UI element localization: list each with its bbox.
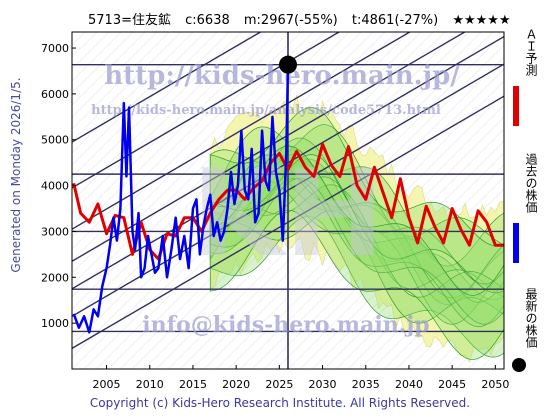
y-tick-label: 3000 xyxy=(41,225,69,238)
code-name: 5713=住友鉱 xyxy=(88,13,171,28)
bg-hatch-line xyxy=(0,32,13,369)
legend-swatch-ai xyxy=(513,86,519,126)
legend-label-ai: ＡＩ予測 xyxy=(524,28,538,76)
legend-item-ai: ＡＩ予測 xyxy=(512,28,552,128)
bg-hatch-line xyxy=(72,32,326,286)
bg-hatch-line xyxy=(72,32,230,190)
watermark-logo: KH xyxy=(191,145,384,284)
bg-hatch-line xyxy=(72,32,134,94)
bg-hatch-line xyxy=(72,32,254,214)
bg-hatch-line xyxy=(72,32,338,298)
legend-label-past: 過去の株価 xyxy=(524,153,538,213)
bg-hatch-line xyxy=(311,176,504,369)
bg-hatch-line xyxy=(72,32,158,118)
bg-hatch-line xyxy=(552,32,560,369)
x-tick-label: 2025 xyxy=(265,378,293,391)
legend-label-latest: 最新の株価 xyxy=(524,288,538,348)
x-tick-label: 2050 xyxy=(481,378,509,391)
plot-frame xyxy=(71,31,505,370)
x-tick-label: 2010 xyxy=(136,378,164,391)
bg-hatch-line xyxy=(0,32,25,369)
legend: ＡＩ予測 過去の株価 最新の株価 xyxy=(512,28,552,378)
bg-hatch-line xyxy=(299,164,504,369)
bg-hatch-line xyxy=(287,152,504,369)
channel-line xyxy=(72,32,262,143)
y-tick-label: 6000 xyxy=(41,88,69,101)
bg-hatch-line xyxy=(335,200,504,369)
x-tick-label: 2005 xyxy=(93,378,121,391)
watermark-email: info@kids-hero.main.jp xyxy=(142,312,429,338)
copyright-footer: Copyright (c) Kids-Hero Research Institu… xyxy=(89,396,471,410)
x-tick-label: 2040 xyxy=(395,378,423,391)
x-tick-label: 2045 xyxy=(438,378,466,391)
min-stat: m:2967(-55%) xyxy=(243,13,338,28)
legend-swatch-latest xyxy=(512,358,526,372)
bg-hatch-line xyxy=(263,128,504,369)
bg-hatch-line xyxy=(72,32,278,238)
bg-hatch-line xyxy=(72,32,350,310)
forecast-band xyxy=(209,153,504,328)
x-tick-label: 2015 xyxy=(179,378,207,391)
legend-swatch-past xyxy=(513,223,519,263)
bg-hatch-line xyxy=(323,188,504,369)
rating-stars: ★★★★★ xyxy=(452,13,511,28)
bg-hatch-line xyxy=(72,32,362,322)
watermark-url-small: http://kids-hero.main.jp/analysis/code57… xyxy=(91,103,441,118)
forecast-band xyxy=(209,154,504,325)
target-stat: t:4861(-27%) xyxy=(351,13,439,28)
legend-item-past: 過去の株価 xyxy=(512,153,552,263)
bg-hatch-line xyxy=(275,140,504,369)
latest-price-dot xyxy=(279,55,297,74)
bg-hatch-line xyxy=(72,32,170,130)
ai-prediction-line xyxy=(72,142,504,261)
bg-hatch-line xyxy=(72,32,206,166)
x-tick-label: 2030 xyxy=(309,378,337,391)
y-tick-label: 2000 xyxy=(41,271,69,284)
legend-item-latest: 最新の株価 xyxy=(512,288,552,378)
current-price: c:6638 xyxy=(185,13,230,28)
x-tick-label: 2020 xyxy=(222,378,250,391)
y-tick-label: 4000 xyxy=(41,180,69,193)
bg-hatch-line xyxy=(72,32,146,106)
y-tick-label: 1000 xyxy=(41,317,69,330)
x-tick-label: 2035 xyxy=(352,378,380,391)
bg-hatch-line xyxy=(0,32,1,369)
bg-hatch-line xyxy=(0,32,37,369)
bg-hatch-line xyxy=(72,32,266,226)
y-tick-label: 5000 xyxy=(41,134,69,147)
y-tick-label: 7000 xyxy=(41,42,69,55)
bg-hatch-line xyxy=(72,32,218,178)
bg-hatch-line xyxy=(72,32,194,154)
bg-hatch-line xyxy=(72,32,182,142)
chart-title: 5713=住友鉱 c:6638 m:2967(-55%) t:4861(-27%… xyxy=(88,9,511,28)
past-price-line xyxy=(72,64,290,334)
bg-hatch-line xyxy=(72,32,314,274)
